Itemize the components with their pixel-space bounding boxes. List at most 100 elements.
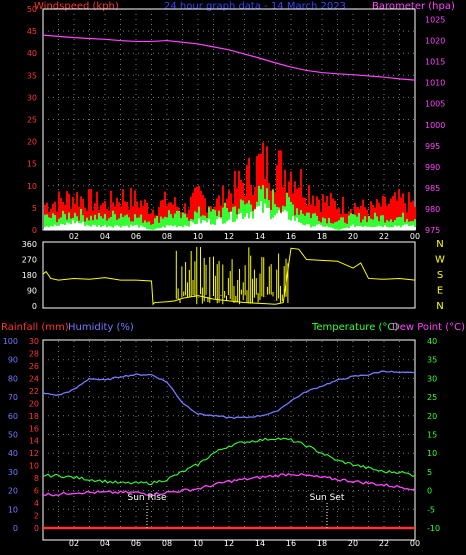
temperature-tick-label: 35 xyxy=(427,356,437,365)
lull-bar xyxy=(58,225,60,230)
rainfall-tick-label: 2 xyxy=(34,512,39,521)
wind-x-tick-label: 02 xyxy=(69,232,79,241)
lull-bar xyxy=(184,225,186,230)
average-bar xyxy=(170,214,172,230)
gust-bar xyxy=(298,187,300,230)
gust-bar xyxy=(322,194,324,230)
windspeed-tick-label: 5 xyxy=(32,204,37,213)
data-series xyxy=(42,34,416,530)
lull-bar xyxy=(128,227,130,230)
gust-bar xyxy=(134,190,136,230)
temperature-tick-label: 15 xyxy=(427,431,437,440)
average-bar xyxy=(134,214,136,230)
gust-bar xyxy=(390,198,392,230)
gust-bar xyxy=(362,199,364,230)
lull-bar xyxy=(364,226,366,230)
average-bar xyxy=(98,213,100,230)
gust-bar xyxy=(316,196,318,230)
lull-bar xyxy=(228,219,230,230)
gust-bar xyxy=(130,187,132,230)
gust-bar xyxy=(414,206,416,230)
compass-label: S xyxy=(437,270,443,281)
gust-bar xyxy=(110,190,112,230)
humidity-tick-label: 0 xyxy=(13,524,18,533)
lull-bar xyxy=(284,209,286,230)
gust-bar xyxy=(144,199,146,230)
lull-bar xyxy=(166,225,168,230)
lull-bar xyxy=(164,227,166,230)
lull-bar xyxy=(272,217,274,230)
gust-bar xyxy=(146,202,148,230)
rain-x-tick-label: 12 xyxy=(224,539,234,548)
lull-bar xyxy=(46,226,48,230)
gust-bar xyxy=(396,200,398,230)
chart-title: 24 hour graph data - 14 March 2023 xyxy=(164,1,346,12)
lull-bar xyxy=(268,207,270,230)
average-bar xyxy=(232,207,234,230)
direction-tick-label: 90 xyxy=(27,287,37,296)
lull-bar xyxy=(312,226,314,230)
average-bar xyxy=(140,214,142,230)
lull-bar xyxy=(314,226,316,230)
lull-bar xyxy=(212,224,214,230)
lull-bar xyxy=(358,226,360,230)
lull-bar xyxy=(140,225,142,230)
average-bar xyxy=(390,219,392,230)
average-bar xyxy=(180,218,182,230)
direction-line xyxy=(42,247,416,306)
gust-bar xyxy=(88,189,90,230)
lull-bar xyxy=(310,227,312,230)
average-bar xyxy=(322,217,324,230)
gust-bar xyxy=(256,156,258,230)
direction-tick-label: 270 xyxy=(22,256,37,265)
lull-bar xyxy=(250,211,252,230)
dewpoint-axis-title: Dew Point (°C) xyxy=(392,322,465,333)
barometer-tick-label: 985 xyxy=(425,184,440,193)
lull-bar xyxy=(160,227,162,230)
lull-bar xyxy=(322,226,324,230)
average-bar xyxy=(314,213,316,230)
lull-bar xyxy=(242,219,244,230)
gust-bar xyxy=(338,207,340,230)
lull-bar xyxy=(154,229,156,230)
gust-bar xyxy=(388,203,390,230)
lull-bar xyxy=(342,228,344,230)
lull-bar xyxy=(230,211,232,230)
temperature-tick-label: 25 xyxy=(427,393,437,402)
gust-bar xyxy=(200,190,202,230)
temperature-tick-label: 0 xyxy=(427,487,432,496)
gust-bar xyxy=(122,189,124,230)
lull-bar xyxy=(118,226,120,230)
gust-bar xyxy=(194,187,196,230)
lull-bar xyxy=(108,226,110,230)
lull-bar xyxy=(262,212,264,230)
lull-bar xyxy=(220,218,222,230)
average-bar xyxy=(52,213,54,230)
average-bar xyxy=(346,223,348,230)
gust-bar xyxy=(304,197,306,230)
average-bar xyxy=(80,208,82,230)
average-bar xyxy=(196,212,198,230)
average-bar xyxy=(198,206,200,230)
lull-bar xyxy=(146,228,148,230)
lull-bar xyxy=(412,225,414,230)
lull-bar xyxy=(222,223,224,230)
humidity-tick-label: 70 xyxy=(8,393,18,402)
average-bar xyxy=(88,220,90,230)
lull-bar xyxy=(98,224,100,230)
lull-bar xyxy=(408,226,410,230)
lull-bar xyxy=(168,225,170,230)
rainfall-tick-label: 0 xyxy=(34,524,39,533)
rainfall-tick-label: 22 xyxy=(29,387,39,396)
average-bar xyxy=(340,217,342,230)
lull-bar xyxy=(134,225,136,230)
lull-bar xyxy=(172,226,174,230)
lull-bar xyxy=(354,227,356,230)
lull-bar xyxy=(62,224,64,230)
lull-bar xyxy=(378,225,380,230)
gust-bar xyxy=(302,197,304,230)
rain-x-tick-label: 16 xyxy=(286,539,296,548)
rainfall-tick-label: 24 xyxy=(29,374,39,383)
lull-bar xyxy=(144,227,146,230)
average-bar xyxy=(330,223,332,230)
